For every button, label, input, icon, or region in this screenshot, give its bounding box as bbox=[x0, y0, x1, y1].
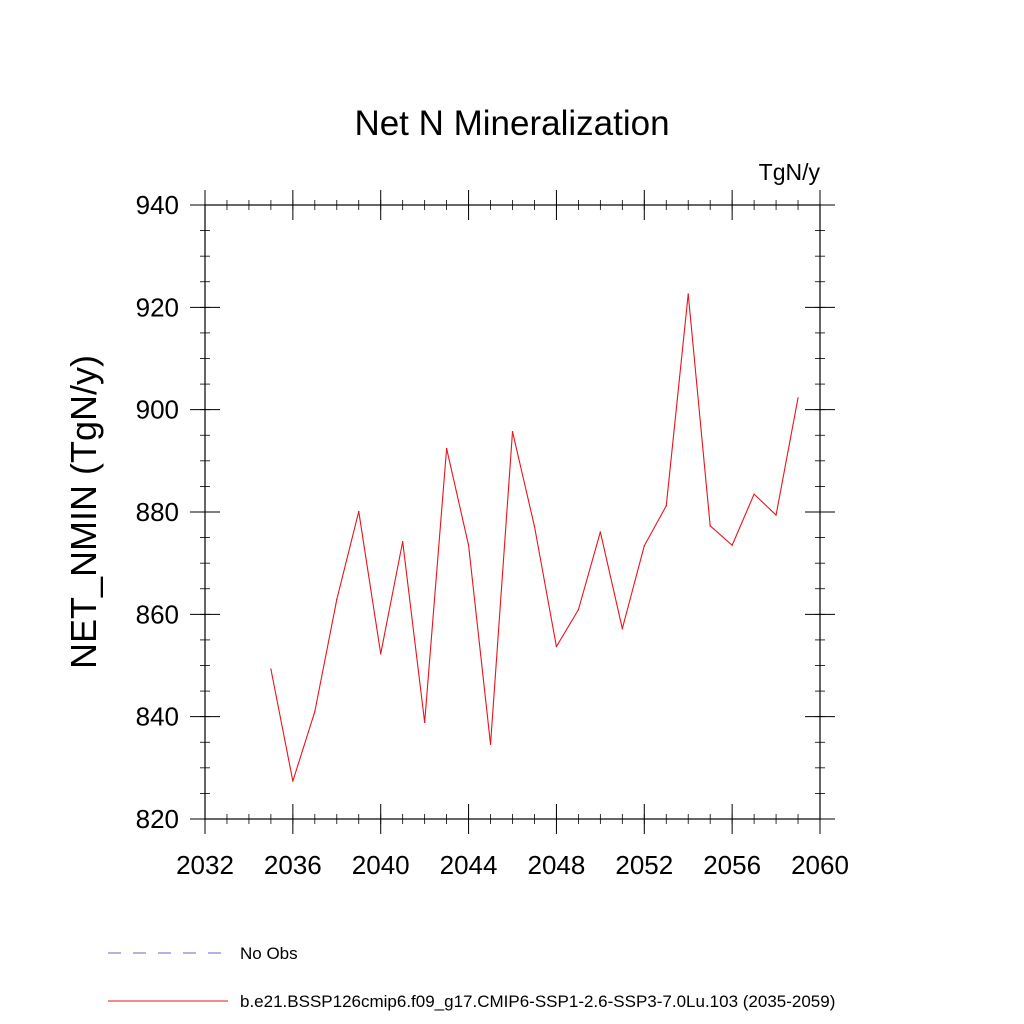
data-point bbox=[489, 743, 492, 745]
x-tick-label: 2044 bbox=[440, 850, 498, 880]
data-point bbox=[753, 493, 755, 495]
series-segment bbox=[687, 293, 711, 527]
series-segment bbox=[753, 493, 777, 516]
series-segment bbox=[621, 545, 645, 630]
data-point bbox=[687, 293, 689, 295]
data-point bbox=[402, 541, 404, 543]
series-segment bbox=[336, 510, 360, 601]
data-point bbox=[599, 531, 601, 533]
y-tick-label: 860 bbox=[136, 599, 179, 629]
x-tick-label: 2032 bbox=[176, 850, 234, 880]
y-tick-label: 920 bbox=[136, 292, 179, 322]
data-point bbox=[314, 710, 316, 713]
series-segment bbox=[292, 710, 316, 782]
data-point bbox=[533, 525, 536, 527]
series-segment bbox=[599, 531, 623, 630]
series-segment bbox=[533, 525, 557, 648]
data-point bbox=[511, 431, 514, 433]
series-segment bbox=[577, 531, 601, 611]
series-segment bbox=[775, 397, 799, 516]
series-segment bbox=[555, 609, 579, 648]
data-point bbox=[358, 510, 360, 513]
series-segment bbox=[643, 505, 667, 547]
series-segment bbox=[270, 668, 294, 782]
series-segment bbox=[402, 541, 426, 723]
data-point bbox=[709, 525, 711, 527]
x-tick-label: 2036 bbox=[264, 850, 322, 880]
axis-tick-labels: 820 840 860 880 900 920 940 2032 2036 2040 2044 204… bbox=[136, 190, 849, 880]
data-point bbox=[424, 721, 426, 723]
legend: No Obs b.e21.BSSP126cmip6.f09_g17.CMIP6-… bbox=[108, 944, 835, 1011]
data-point bbox=[292, 780, 294, 782]
series-line bbox=[270, 293, 799, 782]
legend-label-series: b.e21.BSSP126cmip6.f09_g17.CMIP6-SSP1-2.… bbox=[240, 992, 835, 1011]
data-point bbox=[731, 544, 733, 546]
legend-label-no-obs: No Obs bbox=[240, 944, 298, 963]
data-point bbox=[336, 598, 338, 601]
data-point bbox=[577, 609, 579, 611]
y-axis-label: NET_NMIN (TgN/y) bbox=[63, 355, 104, 669]
series-layer bbox=[270, 293, 799, 782]
series-segment bbox=[380, 541, 404, 655]
x-tick-label: 2056 bbox=[703, 850, 761, 880]
data-point bbox=[446, 447, 448, 450]
units-label: TgN/y bbox=[759, 159, 821, 185]
data-point bbox=[775, 514, 777, 516]
data-point bbox=[380, 653, 382, 655]
x-tick-label: 2048 bbox=[528, 850, 586, 880]
y-tick-label: 900 bbox=[136, 395, 179, 425]
series-segment bbox=[665, 293, 689, 507]
series-segment bbox=[424, 448, 448, 723]
series-segment bbox=[511, 431, 536, 527]
y-tick-label: 840 bbox=[136, 702, 179, 732]
series-segment bbox=[468, 544, 492, 745]
y-tick-label: 880 bbox=[136, 497, 179, 527]
data-point bbox=[555, 645, 558, 648]
data-point bbox=[665, 505, 667, 507]
data-point bbox=[643, 545, 645, 547]
x-tick-label: 2060 bbox=[791, 850, 849, 880]
series-segment bbox=[489, 431, 514, 745]
series-segment bbox=[314, 598, 338, 713]
axis-ticks bbox=[190, 190, 835, 834]
series-segment bbox=[358, 510, 382, 655]
x-tick-label: 2040 bbox=[352, 850, 410, 880]
plot-frame bbox=[204, 204, 821, 820]
x-tick-label: 2052 bbox=[615, 850, 673, 880]
series-segment bbox=[731, 493, 755, 546]
chart-title: Net N Mineralization bbox=[354, 104, 669, 143]
series-segment bbox=[446, 448, 470, 546]
data-point bbox=[621, 628, 623, 630]
y-tick-label: 820 bbox=[136, 804, 179, 834]
series-segment bbox=[709, 525, 733, 546]
y-tick-label: 940 bbox=[136, 190, 179, 220]
data-point bbox=[270, 668, 272, 670]
data-point bbox=[797, 397, 799, 399]
data-point bbox=[467, 544, 470, 546]
